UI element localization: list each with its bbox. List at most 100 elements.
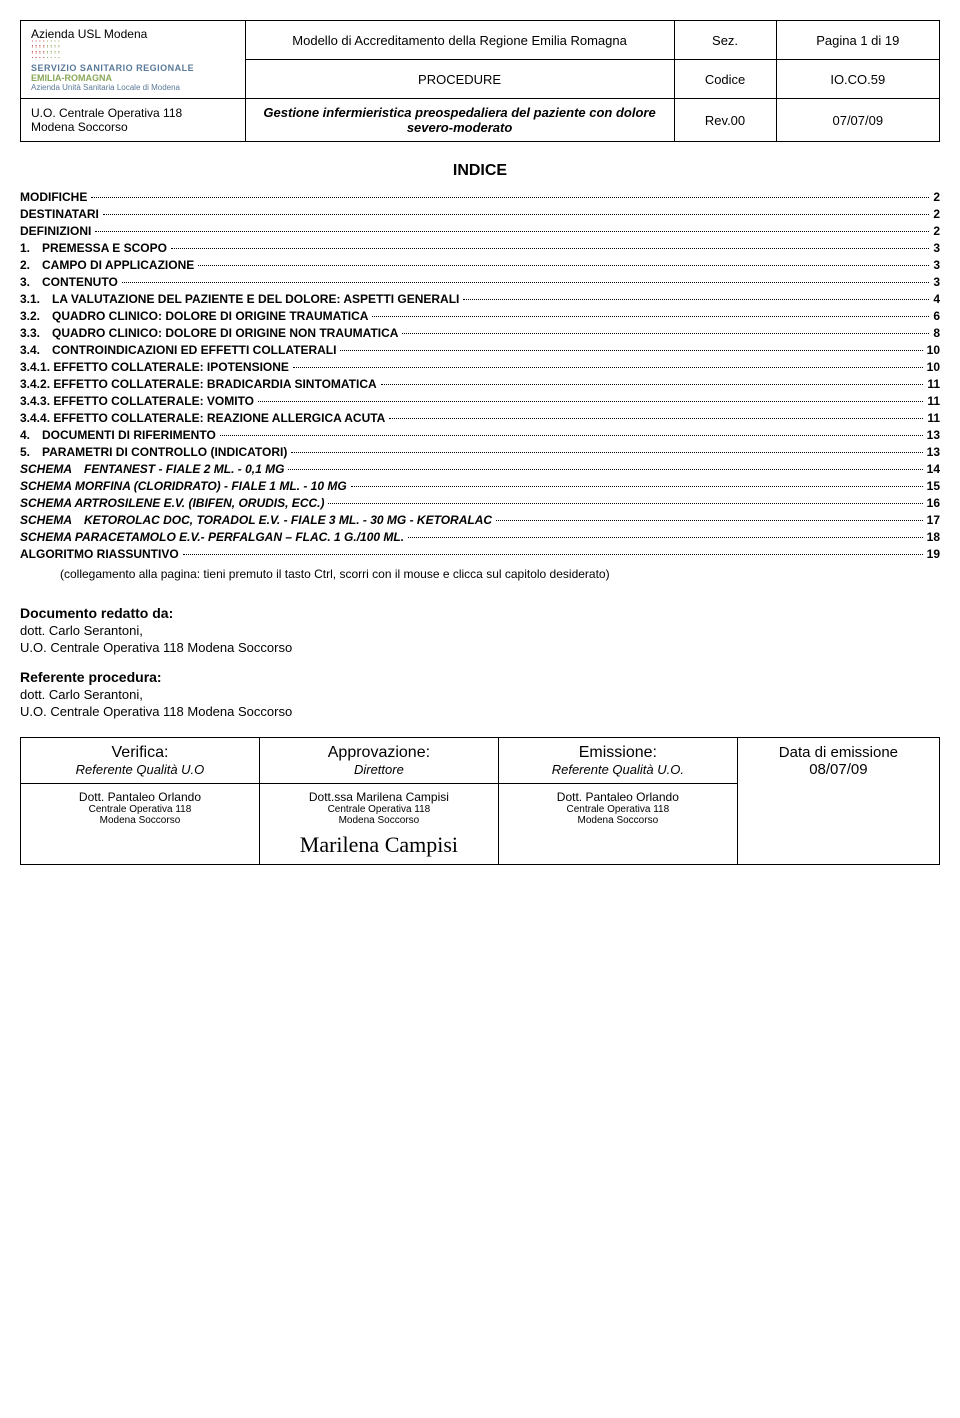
toc-page: 11 [927, 411, 940, 425]
toc-row[interactable]: 3.4.4. EFFETTO COLLATERALE: REAZIONE ALL… [20, 411, 940, 425]
toc-leader-dots [198, 265, 929, 266]
toc-page: 6 [933, 309, 940, 323]
toc-label: MODIFICHE [20, 190, 87, 204]
toc-label: 3.2. QUADRO CLINICO: DOLORE DI ORIGINE T… [20, 309, 368, 323]
toc-leader-dots [351, 486, 923, 487]
rev-label: Rev.00 [674, 99, 776, 142]
approvazione-name: Dott.ssa Marilena Campisi [270, 790, 488, 804]
toc-row[interactable]: SCHEMA KETOROLAC DOC, TORADOL E.V. - FIA… [20, 513, 940, 527]
referente-unit: U.O. Centrale Operativa 118 Modena Socco… [20, 704, 940, 719]
codice-label: Codice [674, 60, 776, 99]
toc-note: (collegamento alla pagina: tieni premuto… [60, 567, 940, 581]
emissione-name: Dott. Pantaleo Orlando [509, 790, 727, 804]
approvazione-unit-a: Centrale Operativa 118 [270, 804, 488, 815]
code-value: IO.CO.59 [776, 60, 939, 99]
toc-leader-dots [402, 333, 929, 334]
unit-cell: U.O. Centrale Operativa 118 Modena Socco… [21, 99, 246, 142]
toc-label: 3.1. LA VALUTAZIONE DEL PAZIENTE E DEL D… [20, 292, 459, 306]
toc-label: SCHEMA ARTROSILENE E.V. (IBIFEN, ORUDIS,… [20, 496, 324, 510]
toc-leader-dots [288, 469, 922, 470]
toc-label: 2. CAMPO DI APPLICAZIONE [20, 258, 194, 272]
toc-label: 3.4.3. EFFETTO COLLATERALE: VOMITO [20, 394, 254, 408]
toc-row[interactable]: 3.4.1. EFFETTO COLLATERALE: IPOTENSIONE 1… [20, 360, 940, 374]
toc-leader-dots [95, 231, 929, 232]
referente-heading: Referente procedura: [20, 669, 940, 685]
toc-label: 4. DOCUMENTI DI RIFERIMENTO [20, 428, 216, 442]
date-label: Data di emissione [748, 744, 929, 761]
toc-row[interactable]: 3. CONTENUTO3 [20, 275, 940, 289]
logo-line3: Azienda Unità Sanitaria Locale di Modena [31, 83, 235, 92]
toc-label: 3.4.1. EFFETTO COLLATERALE: IPOTENSIONE [20, 360, 289, 374]
handwritten-signature: Marilena Campisi [270, 832, 488, 858]
toc-row[interactable]: DESTINATARI 2 [20, 207, 940, 221]
verifica-name: Dott. Pantaleo Orlando [31, 790, 249, 804]
toc-page: 16 [927, 496, 940, 510]
emissione-cell: Emissione: Referente Qualità U.O. [498, 738, 737, 784]
toc-row[interactable]: 2. CAMPO DI APPLICAZIONE3 [20, 258, 940, 272]
toc-row[interactable]: ALGORITMO RIASSUNTIVO 19 [20, 547, 940, 561]
toc-leader-dots [389, 418, 923, 419]
toc-row[interactable]: 3.3. QUADRO CLINICO: DOLORE DI ORIGINE N… [20, 326, 940, 340]
toc-page: 15 [927, 479, 940, 493]
toc-leader-dots [183, 554, 923, 555]
toc-leader-dots [122, 282, 930, 283]
toc-page: 3 [933, 275, 940, 289]
sez-label: Sez. [674, 21, 776, 60]
toc-label: ALGORITMO RIASSUNTIVO [20, 547, 179, 561]
toc-label: SCHEMA FENTANEST - FIALE 2 ML. - 0,1 MG [20, 462, 284, 476]
toc-row[interactable]: SCHEMA ARTROSILENE E.V. (IBIFEN, ORUDIS,… [20, 496, 940, 510]
toc-row[interactable]: SCHEMA PARACETAMOLO E.V.- PERFALGAN – FL… [20, 530, 940, 544]
toc-leader-dots [171, 248, 929, 249]
toc-page: 2 [933, 207, 940, 221]
doc-title: Gestione infermieristica preospedaliera … [245, 99, 674, 142]
toc-page: 11 [927, 377, 940, 391]
unit-line2: Modena Soccorso [31, 120, 235, 134]
toc-leader-dots [103, 214, 929, 215]
table-of-contents: MODIFICHE 2 DESTINATARI 2 DEFINIZIONI2 1. PRE… [20, 190, 940, 561]
toc-page: 4 [933, 292, 940, 306]
toc-label: SCHEMA KETOROLAC DOC, TORADOL E.V. - FIA… [20, 513, 492, 527]
toc-page: 10 [927, 360, 940, 374]
document-header-table: Azienda USL Modena :::::::: :::::::: :::… [20, 20, 940, 142]
toc-row[interactable]: SCHEMA FENTANEST - FIALE 2 ML. - 0,1 MG 1… [20, 462, 940, 476]
verifica-unit-a: Centrale Operativa 118 [31, 804, 249, 815]
toc-row[interactable]: SCHEMA MORFINA (CLORIDRATO) - FIALE 1 ML… [20, 479, 940, 493]
toc-page: 13 [927, 445, 940, 459]
redatto-name: dott. Carlo Serantoni, [20, 623, 940, 638]
referente-name: dott. Carlo Serantoni, [20, 687, 940, 702]
toc-page: 10 [927, 343, 940, 357]
toc-row[interactable]: DEFINIZIONI2 [20, 224, 940, 238]
toc-row[interactable]: 1. PREMESSA E SCOPO3 [20, 241, 940, 255]
toc-label: DESTINATARI [20, 207, 99, 221]
toc-row[interactable]: 3.1. LA VALUTAZIONE DEL PAZIENTE E DEL D… [20, 292, 940, 306]
logo-dots: :::::::: :::::::: :::::::: [31, 41, 235, 59]
toc-page: 2 [933, 190, 940, 204]
emissione-head: Emissione: [509, 744, 727, 762]
logo-cell: Azienda USL Modena :::::::: :::::::: :::… [21, 21, 246, 99]
emissione-signer: Dott. Pantaleo Orlando Centrale Operativ… [498, 784, 737, 865]
toc-page: 19 [927, 547, 940, 561]
toc-label: SCHEMA PARACETAMOLO E.V.- PERFALGAN – FL… [20, 530, 404, 544]
toc-page: 14 [927, 462, 940, 476]
page-label: Pagina 1 di 19 [776, 21, 939, 60]
verifica-head: Verifica: [31, 744, 249, 762]
toc-row[interactable]: 4. DOCUMENTI DI RIFERIMENTO 13 [20, 428, 940, 442]
toc-leader-dots [408, 537, 923, 538]
toc-leader-dots [463, 299, 929, 300]
toc-page: 11 [927, 394, 940, 408]
toc-page: 13 [927, 428, 940, 442]
toc-label: 5. PARAMETRI DI CONTROLLO (INDICATORI) [20, 445, 287, 459]
toc-row[interactable]: 3.2. QUADRO CLINICO: DOLORE DI ORIGINE T… [20, 309, 940, 323]
date-cell: Data di emissione 08/07/09 [737, 738, 939, 865]
toc-row[interactable]: 3.4. CONTROINDICAZIONI ED EFFETTI COLLAT… [20, 343, 940, 357]
toc-label: 1. PREMESSA E SCOPO [20, 241, 167, 255]
toc-row[interactable]: 5. PARAMETRI DI CONTROLLO (INDICATORI) 13 [20, 445, 940, 459]
toc-row[interactable]: 3.4.3. EFFETTO COLLATERALE: VOMITO 11 [20, 394, 940, 408]
toc-page: 17 [927, 513, 940, 527]
toc-row[interactable]: 3.4.2. EFFETTO COLLATERALE: BRADICARDIA … [20, 377, 940, 391]
verifica-cell: Verifica: Referente Qualità U.O [21, 738, 260, 784]
toc-row[interactable]: MODIFICHE 2 [20, 190, 940, 204]
toc-leader-dots [381, 384, 924, 385]
verifica-signer: Dott. Pantaleo Orlando Centrale Operativ… [21, 784, 260, 865]
emissione-sub: Referente Qualità U.O. [509, 762, 727, 777]
